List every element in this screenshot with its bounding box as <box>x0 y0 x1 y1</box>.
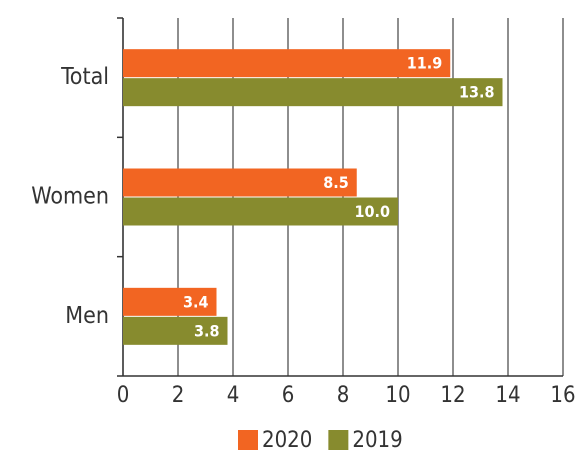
bar <box>123 168 357 197</box>
legend-swatch <box>328 430 349 450</box>
value-label: 10.0 <box>354 202 390 221</box>
x-tick-label: 14 <box>495 383 520 408</box>
x-tick-label: 2 <box>172 383 185 408</box>
bar <box>123 287 217 316</box>
x-tick-label: 0 <box>117 383 130 408</box>
value-label: 11.9 <box>407 54 443 73</box>
bar <box>123 78 503 107</box>
category-label: Women <box>31 184 109 210</box>
category-label: Total <box>60 64 109 90</box>
value-label: 13.8 <box>459 83 495 102</box>
x-tick-label: 6 <box>282 383 295 408</box>
category-label: Men <box>65 303 109 329</box>
legend-swatch <box>238 430 258 450</box>
x-tick-label: 4 <box>227 383 240 408</box>
bar <box>123 316 228 345</box>
value-label: 8.5 <box>323 173 349 192</box>
legend-label: 2020 <box>262 428 312 453</box>
legend-label: 2019 <box>352 428 402 453</box>
value-label: 3.4 <box>183 292 209 311</box>
x-tick-label: 10 <box>385 383 410 408</box>
bar <box>123 197 398 226</box>
x-tick-label: 12 <box>440 383 465 408</box>
value-label: 3.8 <box>194 321 220 340</box>
x-tick-label: 16 <box>550 383 575 408</box>
bar <box>123 49 451 78</box>
x-tick-label: 8 <box>337 383 350 408</box>
